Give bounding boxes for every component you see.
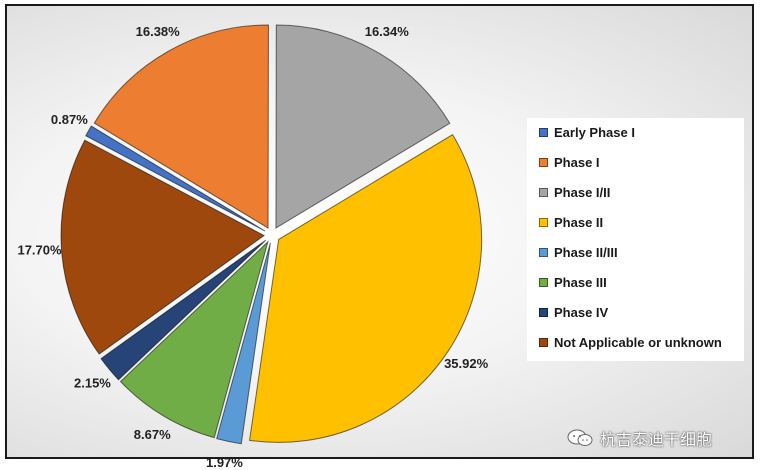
legend-item-phase-ii-iii: Phase II/III xyxy=(539,242,618,262)
data-label-early-phase-i: 0.87% xyxy=(51,112,88,127)
legend-label: Phase II/III xyxy=(554,244,618,260)
legend-label: Phase III xyxy=(554,274,607,290)
legend-swatch xyxy=(539,127,548,137)
legend-swatch xyxy=(539,307,548,317)
legend-item-phase-iv: Phase IV xyxy=(539,302,608,322)
legend-label: Phase I xyxy=(554,154,600,170)
legend-item-phase-ii: Phase II xyxy=(539,212,603,232)
data-label-phase-i-ii: 16.34% xyxy=(365,24,410,39)
pie-slice-phase-iii xyxy=(119,240,269,439)
legend-label: Phase I/II xyxy=(554,184,611,200)
pie-slice-phase-i xyxy=(93,24,269,229)
legend-swatch xyxy=(539,277,548,287)
data-label-phase-i: 16.38% xyxy=(136,24,181,39)
pie-slice-phase-iv xyxy=(100,239,267,381)
legend-swatch xyxy=(539,217,548,227)
pie-slice-phase-ii-iii xyxy=(216,242,271,445)
legend-swatch xyxy=(539,247,548,257)
legend-item-phase-iii: Phase III xyxy=(539,272,607,292)
legend-label: Not Applicable or unknown xyxy=(554,334,722,350)
data-label-phase-iv: 2.15% xyxy=(74,375,111,390)
legend-label: Early Phase I xyxy=(554,124,635,140)
legend-item-not-applicable-or-unknown: Not Applicable or unknown xyxy=(539,332,722,352)
data-label-phase-iii: 8.67% xyxy=(134,427,171,442)
data-label-phase-ii: 35.92% xyxy=(444,356,489,371)
legend-swatch xyxy=(539,337,548,347)
pie-slice-early-phase-i xyxy=(85,125,266,232)
chart-legend: Early Phase I Phase I Phase I/II Phase II Ph… xyxy=(527,118,744,361)
legend-item-phase-i-ii: Phase I/II xyxy=(539,182,610,202)
legend-swatch xyxy=(539,187,548,197)
legend-item-early-phase-i: Early Phase I xyxy=(539,122,635,142)
pie-slice-phase-i-ii xyxy=(275,24,451,229)
data-label-phase-ii-iii: 1.97% xyxy=(206,455,243,470)
wechat-icon xyxy=(567,429,593,446)
watermark-text: 杭吉泰迪干细胞 xyxy=(600,432,713,449)
data-label-not-applicable-or-unknown: 17.70% xyxy=(17,243,62,258)
legend-label: Phase II xyxy=(554,214,604,230)
pie-slice-not-applicable-or-unknown xyxy=(60,139,265,355)
pie-slice-phase-ii xyxy=(249,133,483,443)
watermark: 杭吉泰迪干细胞 xyxy=(566,428,713,449)
legend-item-phase-i: Phase I xyxy=(539,152,600,172)
legend-swatch xyxy=(539,157,548,167)
legend-label: Phase IV xyxy=(554,304,609,320)
